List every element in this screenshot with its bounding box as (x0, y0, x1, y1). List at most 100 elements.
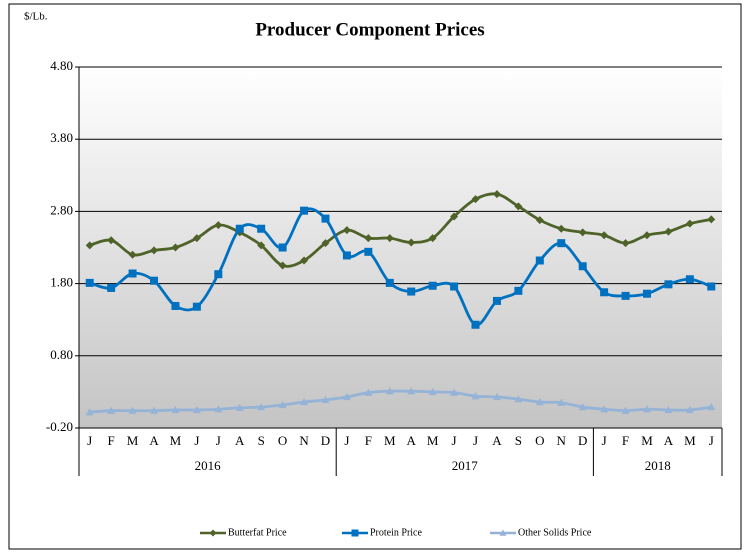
data-point (214, 270, 223, 279)
y-tick-label: 4.80 (50, 58, 73, 73)
data-point (707, 215, 716, 224)
x-tick-label: A (149, 433, 159, 448)
data-point (150, 406, 159, 414)
data-point (621, 291, 630, 300)
data-point (557, 398, 566, 406)
data-point (642, 405, 651, 413)
data-point (364, 388, 373, 396)
data-point (471, 195, 480, 204)
x-tick-label: O (535, 433, 544, 448)
x-tick-label: J (87, 433, 92, 448)
data-point (257, 224, 266, 233)
data-point (707, 403, 716, 411)
data-point (407, 238, 416, 247)
legend-label: Other Solids Price (518, 527, 592, 538)
x-tick-label: J (194, 433, 199, 448)
data-point (557, 239, 566, 248)
data-point (450, 212, 459, 221)
data-point (300, 256, 309, 265)
data-point (235, 224, 244, 233)
data-point (450, 282, 459, 291)
data-point (278, 243, 287, 252)
y-tick-label: 3.80 (50, 130, 73, 145)
data-point (514, 286, 523, 295)
x-tick-label: M (641, 433, 653, 448)
legend-marker (351, 529, 359, 537)
data-point (342, 251, 351, 260)
data-point (278, 400, 287, 409)
x-tick-label: S (515, 433, 522, 448)
data-point (171, 405, 180, 414)
x-tick-label: D (578, 433, 587, 448)
data-point (235, 403, 244, 411)
x-tick-label: A (664, 433, 674, 448)
x-tick-label: M (384, 433, 396, 448)
data-point (514, 202, 523, 211)
data-point (621, 406, 630, 414)
data-point (171, 243, 180, 252)
data-point (535, 216, 544, 225)
data-point (107, 236, 116, 245)
legend-label: Butterfat Price (228, 527, 287, 538)
data-point (492, 392, 501, 401)
data-point (85, 278, 94, 287)
x-tick-label: M (684, 433, 696, 448)
group-label: 2018 (645, 458, 671, 473)
data-point (107, 283, 116, 292)
data-point (578, 262, 587, 271)
x-tick-label: J (344, 433, 349, 448)
data-point (685, 219, 694, 228)
x-tick-label: J (216, 433, 221, 448)
legend-label: Protein Price (370, 527, 422, 538)
data-point (471, 392, 480, 400)
data-point (300, 206, 309, 215)
data-point (364, 234, 373, 243)
data-point (150, 276, 159, 285)
data-point (514, 395, 523, 403)
data-point (600, 288, 609, 297)
data-point (642, 289, 651, 298)
x-tick-label: A (407, 433, 417, 448)
data-point (664, 405, 673, 414)
plot-area (79, 67, 722, 428)
chart-title: Producer Component Prices (255, 19, 484, 40)
x-tick-label: D (321, 433, 330, 448)
x-tick-label: M (427, 433, 439, 448)
x-tick-label: J (452, 433, 457, 448)
data-point (600, 231, 609, 240)
data-point (385, 278, 394, 287)
y-axis-label: $/Lb. (24, 11, 48, 23)
legend-marker (499, 529, 507, 536)
x-tick-label: F (108, 433, 115, 448)
data-point (192, 234, 201, 243)
y-tick-label: -0.20 (46, 419, 73, 434)
data-point (664, 227, 673, 236)
data-point (342, 226, 351, 235)
data-point (85, 408, 94, 416)
data-point (450, 388, 459, 396)
data-point (685, 275, 694, 284)
data-point (107, 406, 116, 414)
x-tick-label: A (492, 433, 502, 448)
data-point (685, 405, 694, 414)
data-point (535, 398, 544, 406)
data-point (257, 403, 266, 411)
data-point (278, 261, 287, 270)
data-point (321, 239, 330, 248)
group-label: 2017 (452, 458, 479, 473)
data-point (192, 302, 201, 311)
x-tick-label: N (557, 433, 567, 448)
data-point (128, 269, 137, 278)
data-point (214, 405, 223, 413)
x-tick-label: O (278, 433, 287, 448)
data-point (407, 287, 416, 296)
data-point (257, 241, 266, 250)
data-point (128, 406, 137, 414)
x-tick-label: J (709, 433, 714, 448)
x-tick-label: F (622, 433, 629, 448)
data-point (128, 250, 137, 259)
data-point (492, 296, 501, 305)
x-tick-label: J (602, 433, 607, 448)
data-point (600, 405, 609, 413)
